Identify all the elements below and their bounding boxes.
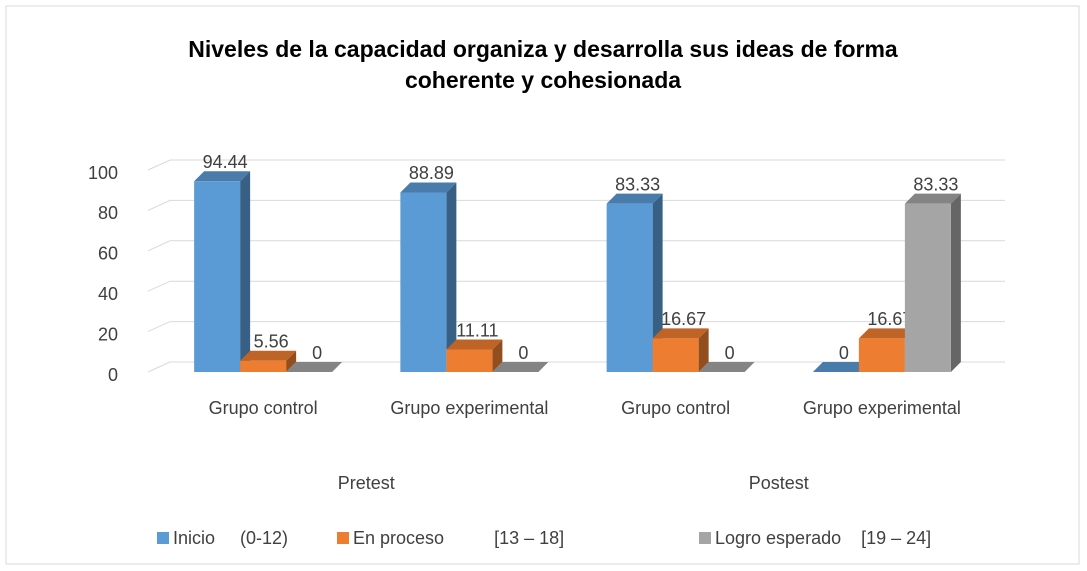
bar — [812, 362, 869, 372]
grid-line — [147, 240, 1005, 252]
value-label: 94.44 — [203, 152, 248, 172]
y-tick-label: 20 — [98, 324, 118, 344]
y-tick-label: 80 — [98, 203, 118, 223]
legend-swatch — [157, 532, 169, 544]
bar-face — [286, 350, 297, 372]
bar-face — [492, 362, 549, 372]
value-label: 5.56 — [254, 332, 289, 352]
value-label: 0 — [725, 343, 735, 363]
value-label: 0 — [518, 343, 528, 363]
bar-face — [858, 328, 915, 339]
legend-label: En proceso [13 – 18] — [353, 528, 564, 548]
bar-face — [240, 360, 287, 372]
chart-title: Niveles de la capacidad organiza y desar… — [188, 36, 898, 93]
value-label: 16.67 — [867, 309, 912, 329]
x-tick-label: Grupo experimental — [802, 398, 961, 418]
bar-face — [400, 192, 447, 372]
bar-face — [652, 193, 663, 372]
bar — [698, 362, 755, 372]
bar — [240, 350, 297, 372]
bar-face — [240, 171, 251, 372]
group-label: Postest — [749, 473, 809, 493]
bar — [904, 193, 961, 372]
grid-line — [147, 321, 1005, 333]
bar — [400, 182, 457, 372]
y-tick-label: 100 — [88, 163, 118, 183]
bar-face — [812, 362, 869, 372]
bar — [652, 328, 709, 372]
bar-face — [698, 328, 709, 372]
group-label: Pretest — [338, 473, 395, 493]
bar-face — [858, 338, 905, 372]
legend-swatch — [337, 532, 349, 544]
bar-face — [194, 171, 251, 182]
x-tick-label: Grupo control — [621, 398, 731, 418]
value-label: 0 — [312, 343, 322, 363]
value-label: 83.33 — [615, 174, 660, 194]
bar-face — [698, 362, 755, 372]
bar-face — [606, 193, 663, 204]
bar-face — [492, 339, 503, 372]
legend-label: Logro esperado [19 – 24] — [715, 528, 931, 548]
y-tick-label: 40 — [98, 284, 118, 304]
bar-face — [446, 349, 493, 372]
bar-face — [240, 350, 297, 361]
bar-face — [194, 181, 241, 372]
bar — [286, 362, 343, 372]
value-label: 83.33 — [913, 174, 958, 194]
bar-face — [904, 193, 961, 204]
bar-face — [446, 339, 503, 350]
x-tick-label: Grupo control — [208, 398, 318, 418]
grid-line — [147, 199, 1005, 211]
y-tick-label: 0 — [108, 365, 118, 385]
bar — [194, 171, 251, 372]
bar-face — [400, 182, 457, 193]
bar-face — [950, 193, 961, 372]
bar — [606, 193, 663, 372]
bar-face — [904, 203, 951, 372]
bar — [446, 339, 503, 372]
bar-face — [606, 203, 653, 372]
bar-face — [652, 338, 699, 372]
chart-border — [5, 5, 1080, 565]
value-label: 11.11 — [456, 320, 498, 340]
bar-face — [286, 362, 343, 372]
value-label: 88.89 — [409, 163, 454, 183]
grid-line — [147, 159, 1005, 171]
value-label: 16.67 — [661, 309, 706, 329]
x-tick-label: Grupo experimental — [390, 398, 549, 418]
legend-swatch — [699, 532, 711, 544]
bar-face — [446, 182, 457, 372]
y-tick-label: 60 — [98, 244, 118, 264]
bar-face — [652, 328, 709, 339]
grid-line — [147, 280, 1005, 292]
legend-label: Inicio (0-12) — [173, 528, 288, 548]
bar — [492, 362, 549, 372]
value-label: 0 — [839, 343, 849, 363]
